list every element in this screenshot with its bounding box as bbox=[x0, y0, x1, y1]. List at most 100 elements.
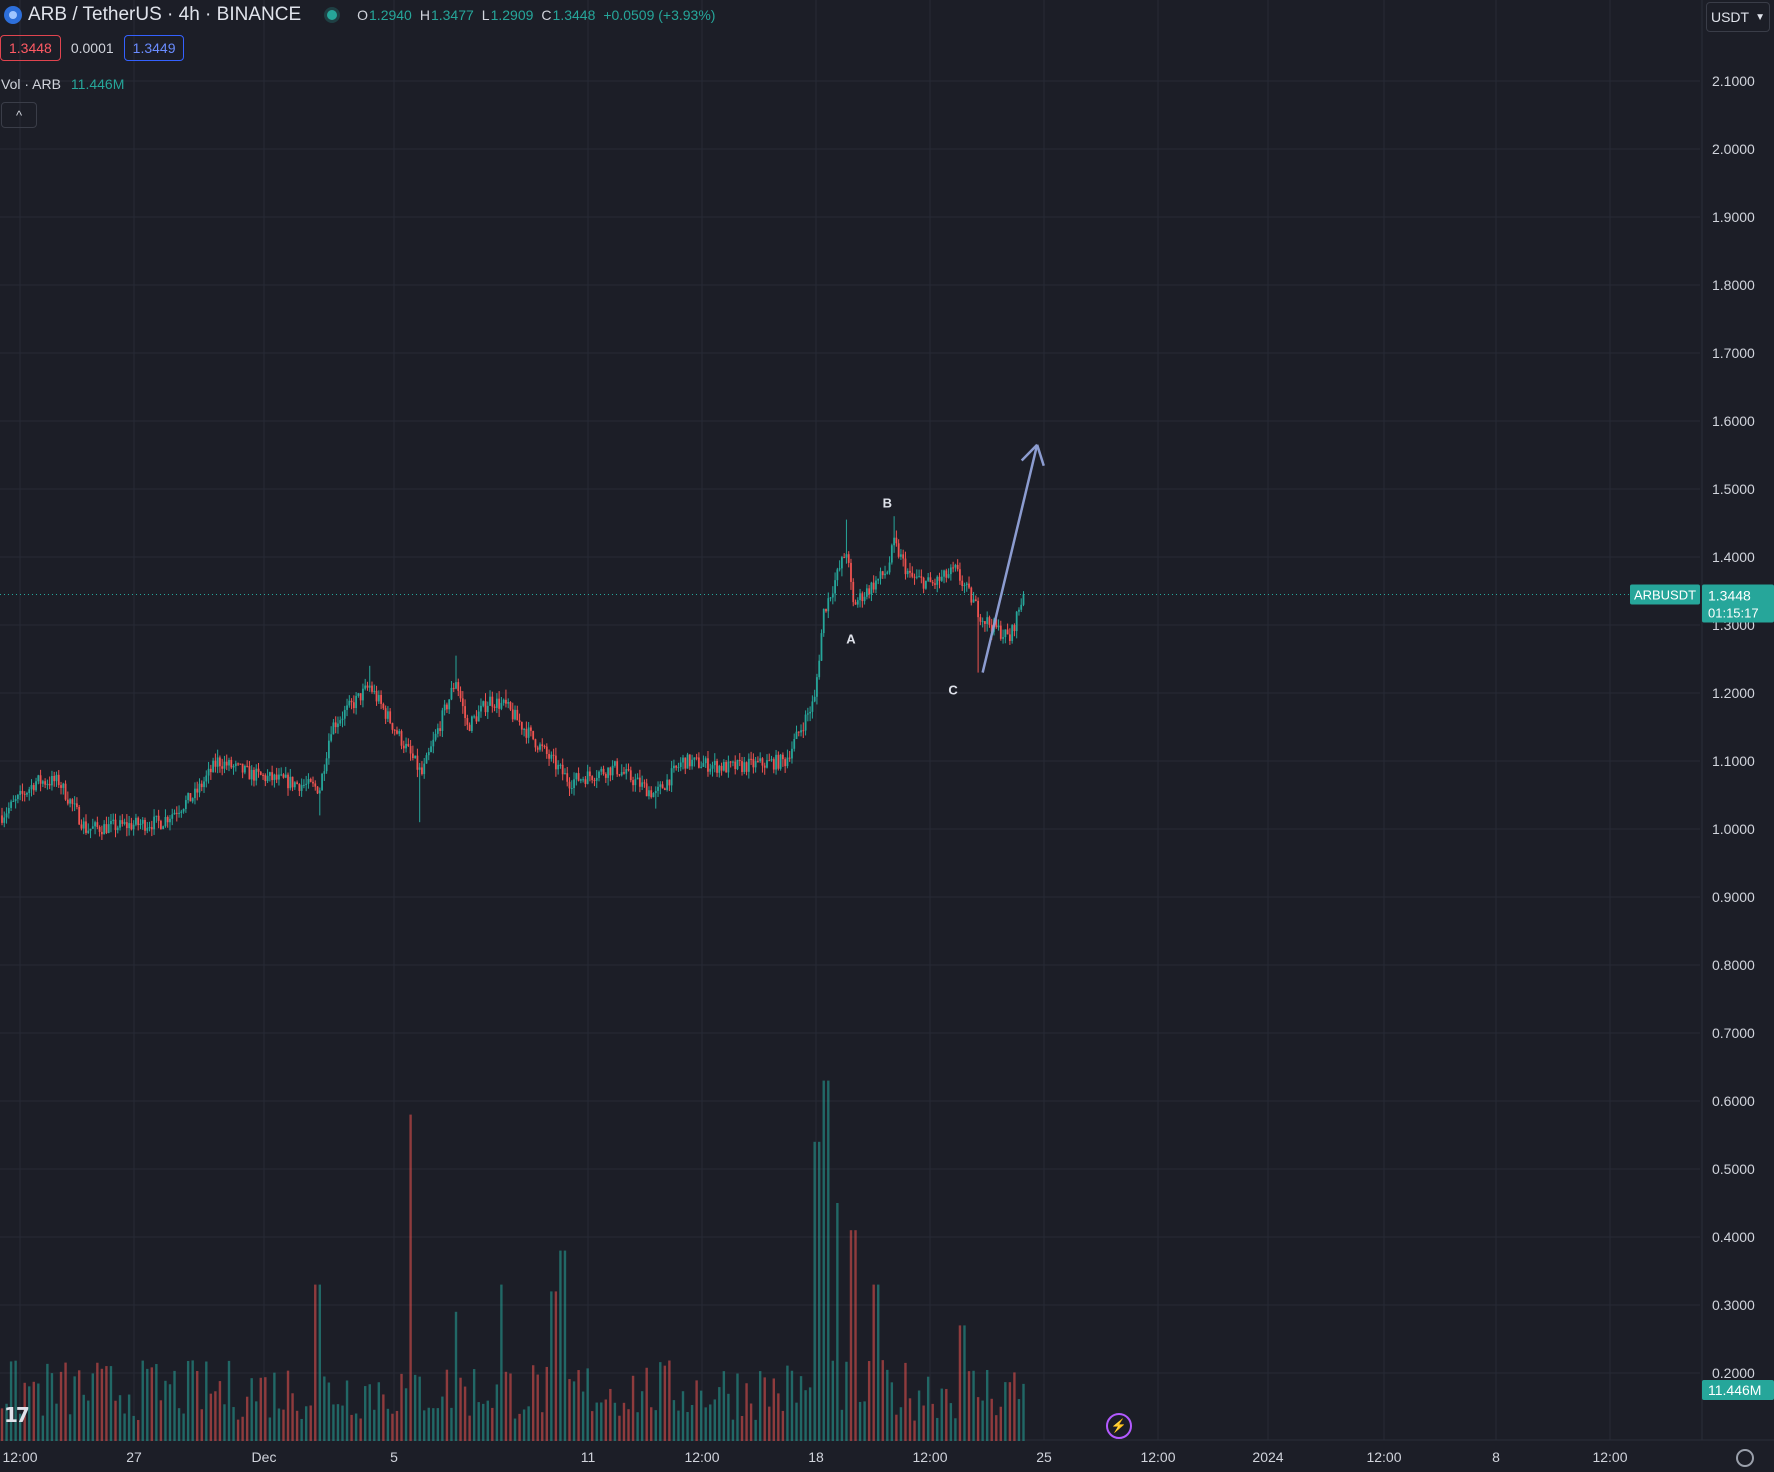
volume-bar bbox=[327, 1382, 331, 1441]
candle-body bbox=[675, 765, 678, 768]
volume-bar bbox=[995, 1415, 998, 1441]
candle-body bbox=[688, 754, 691, 767]
volume-bar bbox=[695, 1380, 698, 1441]
collapse-legend-button[interactable]: ^ bbox=[1, 102, 37, 128]
chevron-down-icon: ▼ bbox=[1755, 11, 1766, 23]
candle-body bbox=[284, 774, 287, 778]
candle-body bbox=[414, 755, 417, 759]
candle-body bbox=[121, 820, 124, 824]
candle-body bbox=[668, 779, 671, 786]
candle-body bbox=[741, 761, 743, 772]
candle-body bbox=[205, 775, 208, 782]
candle-body bbox=[248, 766, 251, 780]
candle-body bbox=[811, 701, 814, 712]
tradingview-logo-icon[interactable]: 17 bbox=[4, 1403, 30, 1427]
candle-body bbox=[559, 764, 562, 766]
sell-button[interactable]: 1.3448 bbox=[0, 35, 61, 61]
candle-body bbox=[209, 768, 212, 773]
candle-body bbox=[141, 820, 144, 824]
volume-bar bbox=[604, 1399, 608, 1441]
candle-body bbox=[775, 754, 777, 770]
volume-bar bbox=[999, 1406, 1002, 1441]
symbol-title[interactable]: ARB / TetherUS · 4h · BINANCE bbox=[28, 4, 302, 25]
candle-body bbox=[752, 758, 755, 768]
candle-body bbox=[291, 776, 294, 788]
y-tick-label: 1.5000 bbox=[1712, 481, 1755, 497]
gear-icon[interactable] bbox=[1736, 1449, 1754, 1467]
candle-body bbox=[747, 758, 750, 772]
candle-body bbox=[847, 554, 850, 563]
candle-body bbox=[377, 695, 380, 702]
y-tick-label: 0.6000 bbox=[1712, 1093, 1755, 1109]
candle-body bbox=[652, 793, 655, 798]
volume-bar bbox=[286, 1370, 290, 1441]
symbol-price-tag bbox=[1630, 584, 1700, 605]
chart-header: ARB / TetherUS · 4h · BINANCE O1.2940 H1… bbox=[4, 4, 715, 26]
candle-body bbox=[1022, 594, 1025, 605]
volume-bar bbox=[46, 1363, 49, 1441]
candle-body bbox=[228, 759, 230, 766]
buy-button[interactable]: 1.3449 bbox=[123, 35, 185, 61]
volume-bar bbox=[591, 1411, 594, 1441]
candle-body bbox=[411, 753, 414, 759]
candle-body bbox=[516, 709, 519, 721]
candle-body bbox=[702, 763, 705, 767]
volume-bar bbox=[600, 1402, 603, 1441]
volume-bar bbox=[463, 1386, 467, 1441]
candle-body bbox=[645, 783, 648, 797]
volume-bar bbox=[577, 1370, 580, 1441]
candle-body bbox=[164, 817, 167, 827]
volume-bar bbox=[609, 1388, 612, 1441]
volume-bar bbox=[155, 1364, 158, 1441]
volume-bar bbox=[663, 1365, 667, 1441]
volume-value: 11.446M bbox=[70, 76, 125, 92]
candle-body bbox=[888, 562, 891, 573]
candle-body bbox=[545, 746, 548, 754]
candle-body bbox=[988, 617, 991, 625]
candle-body bbox=[119, 820, 121, 828]
candle-body bbox=[28, 789, 31, 793]
candle-body bbox=[309, 779, 312, 782]
candle-body bbox=[357, 693, 360, 696]
candle-body bbox=[634, 779, 637, 786]
volume-legend[interactable]: Vol · ARB 11.446M bbox=[1, 76, 124, 92]
candle-body bbox=[382, 703, 385, 709]
y-tick-label: 0.8000 bbox=[1712, 957, 1755, 973]
candle-body bbox=[784, 759, 787, 767]
candle-body bbox=[834, 580, 836, 594]
candle-body bbox=[997, 625, 1000, 628]
volume-bar bbox=[382, 1394, 385, 1441]
candle-body bbox=[264, 775, 267, 782]
candle-body bbox=[990, 624, 993, 632]
candle-body bbox=[561, 764, 564, 775]
projection-arrow-head bbox=[1020, 443, 1039, 462]
candle-body bbox=[850, 562, 852, 582]
candle-body bbox=[280, 774, 283, 776]
candle-body bbox=[96, 822, 99, 827]
candle-body bbox=[968, 583, 970, 588]
candle-body bbox=[793, 739, 796, 749]
volume-bar bbox=[740, 1415, 744, 1441]
candle-body bbox=[816, 677, 818, 697]
candle-body bbox=[663, 788, 666, 790]
candle-body bbox=[214, 760, 217, 767]
volume-bar bbox=[917, 1390, 921, 1441]
candle-body bbox=[418, 767, 421, 770]
volume-bar bbox=[877, 1284, 880, 1441]
volume-bar bbox=[559, 1250, 562, 1441]
candle-body bbox=[600, 768, 603, 772]
volume-bar bbox=[282, 1409, 285, 1441]
lightning-icon[interactable]: ⚡ bbox=[1106, 1413, 1132, 1439]
candle-body bbox=[704, 758, 707, 764]
candle-body bbox=[327, 740, 330, 759]
candle-body bbox=[303, 784, 305, 786]
candle-body bbox=[373, 690, 376, 692]
candle-body bbox=[489, 696, 491, 706]
candle-body bbox=[466, 718, 469, 725]
currency-selector[interactable]: USDT ▼ bbox=[1706, 2, 1770, 32]
x-tick-label: 5 bbox=[390, 1449, 398, 1465]
candle-body bbox=[963, 585, 966, 587]
candle-body bbox=[446, 704, 448, 710]
candle-body bbox=[949, 567, 952, 575]
